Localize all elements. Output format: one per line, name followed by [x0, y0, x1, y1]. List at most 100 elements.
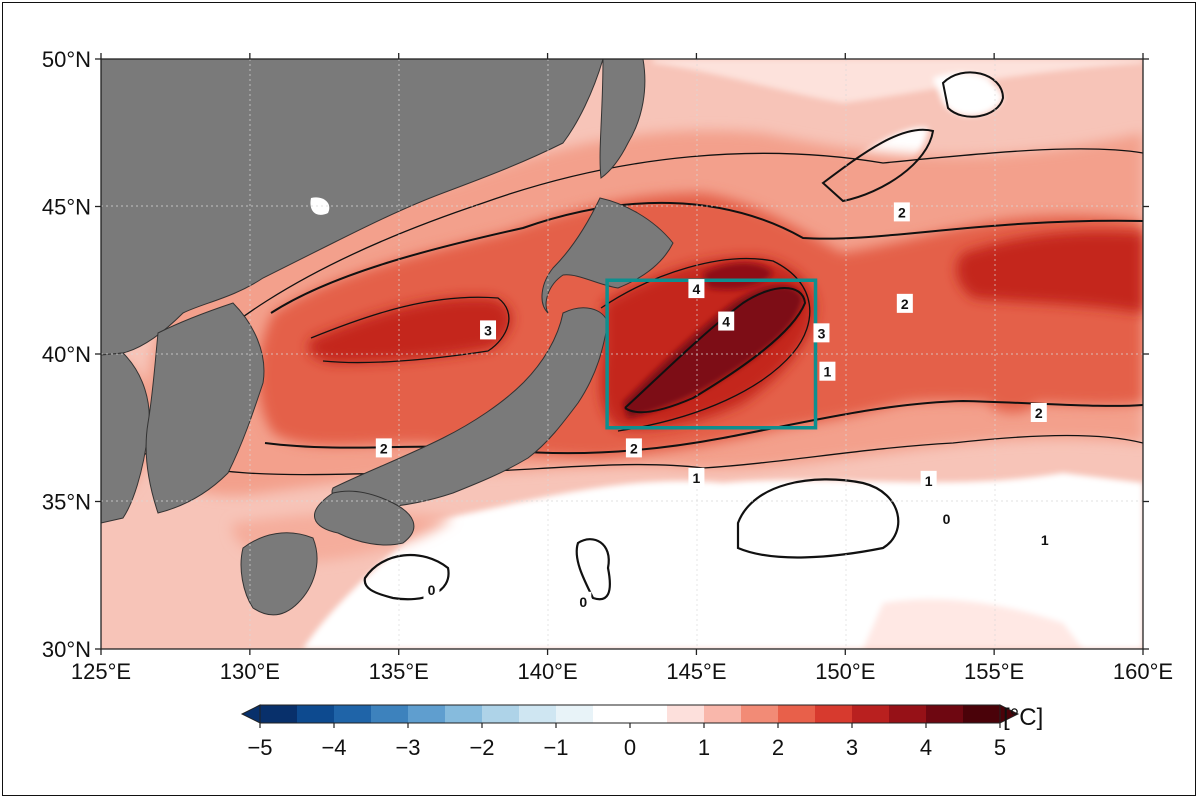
band-3-4-east — [956, 231, 1143, 313]
colorbar-labels: −5 −4 −3 −2 −1 0 1 2 3 4 5 — [247, 735, 1006, 760]
lat-label: 40°N — [42, 342, 91, 367]
analysis-region-box — [605, 278, 818, 430]
hokkaido-island — [541, 197, 674, 314]
colorbar-tick-label: 1 — [698, 735, 710, 760]
contour-label-bg — [938, 509, 955, 529]
contour-label-bg — [575, 591, 592, 611]
contour-label-text: 2 — [630, 440, 638, 456]
contour-label-text: 4 — [693, 281, 701, 297]
contour-label: 3 — [813, 323, 830, 343]
land-masses — [101, 59, 674, 616]
contour-1-north — [137, 148, 1143, 444]
colorbar-segment — [778, 705, 816, 723]
contour-label: 3 — [480, 320, 497, 340]
contour-label-bg — [1030, 403, 1047, 422]
contour-0-east — [736, 478, 900, 559]
graticule — [101, 59, 1143, 649]
contour-label-bg — [480, 320, 497, 340]
lon-label: 160°E — [1113, 659, 1173, 684]
zero-patch-southeast — [863, 599, 1083, 649]
contour-label-bg — [688, 467, 705, 487]
contour-label-text: 4 — [722, 314, 730, 330]
contour-label-text: 2 — [901, 296, 909, 312]
contour-label: 1 — [920, 470, 937, 490]
lon-label: 130°E — [220, 659, 280, 684]
colorbar-segment — [852, 705, 890, 723]
colorbar-tick-label: 2 — [772, 735, 784, 760]
colorbar-segment — [889, 705, 927, 723]
colorbar-segment — [408, 705, 446, 723]
contour-label: 4 — [688, 279, 705, 299]
shikoku-island — [314, 490, 415, 546]
colorbar-segment — [556, 705, 594, 723]
lon-label: 125°E — [71, 659, 131, 684]
longitude-labels: 125°E 130°E 135°E 140°E 145°E 150°E 155°E 160°E — [71, 659, 1173, 684]
zero-patch-northeast — [933, 73, 1003, 116]
lat-label: 30°N — [42, 637, 91, 662]
anomaly-band-4-5 — [623, 262, 803, 418]
contour-0-northeast — [941, 71, 1005, 118]
contour-label-text: 2 — [898, 204, 906, 220]
contour-label-text: 1 — [824, 364, 832, 380]
colorbar-tick-label: −5 — [247, 735, 272, 760]
colorbar-tick-label: −1 — [543, 735, 568, 760]
colorbar-segment — [445, 705, 483, 723]
contour-label: 2 — [1030, 403, 1047, 422]
colorbar-segment — [593, 705, 631, 723]
colorbar-segment — [926, 705, 964, 723]
contour-label-bg — [896, 293, 913, 313]
contour-label-text: 1 — [693, 470, 701, 486]
north-light-region — [653, 59, 1143, 103]
colorbar-segment — [371, 705, 409, 723]
colorbar-segment — [519, 705, 557, 723]
contour-0-kurils — [821, 128, 935, 203]
colorbar-unit-label: [°C] — [1003, 704, 1043, 731]
contour-label-text: 2 — [1035, 405, 1043, 421]
colorbar-segment — [630, 705, 668, 723]
colorbar-segment — [334, 705, 372, 723]
contour-label-bg — [718, 311, 735, 331]
kyushu-island — [240, 532, 318, 616]
colorbar-segment — [704, 705, 742, 723]
lon-label: 150°E — [815, 659, 875, 684]
lat-label: 50°N — [42, 47, 91, 72]
colorbar-tick-label: 0 — [624, 735, 636, 760]
colorbar-segment — [815, 705, 853, 723]
contour-label-text: 3 — [484, 322, 492, 338]
colorbar: −5 −4 −3 −2 −1 0 1 2 3 4 5 [°C] — [240, 704, 1043, 760]
colorbar-segment — [260, 705, 298, 723]
contour-label-text: 0 — [428, 582, 436, 598]
contour-label-bg — [893, 202, 910, 222]
contour-label-bg — [813, 323, 830, 343]
contour-label-text: 1 — [925, 473, 933, 489]
contour-label: 2 — [375, 438, 392, 458]
contour-3-box — [600, 257, 811, 432]
contour-label-bg — [423, 580, 440, 599]
contour-label-text: 0 — [943, 511, 951, 527]
lake-patch — [310, 197, 330, 215]
axis-ticks — [95, 53, 1149, 655]
colorbar-ticks — [259, 723, 1001, 728]
contour-4-core — [624, 287, 807, 414]
colorbar-segments — [260, 705, 1001, 723]
korean-peninsula — [145, 302, 265, 514]
contour-label-text: 3 — [818, 325, 826, 341]
sakhalin-island — [599, 59, 646, 179]
contour-1-south — [142, 434, 1143, 476]
colorbar-segment — [667, 705, 705, 723]
lon-label: 140°E — [517, 659, 577, 684]
contour-label: 0 — [423, 580, 440, 599]
asian-mainland — [101, 59, 604, 356]
lat-label: 45°N — [42, 195, 91, 220]
colorbar-segment — [963, 705, 1001, 723]
colorbar-tick-label: 3 — [846, 735, 858, 760]
contour-label: 2 — [893, 202, 910, 222]
colorbar-tick-label: −2 — [469, 735, 494, 760]
contour-label-bg — [920, 470, 937, 490]
contour-label: 1 — [819, 361, 836, 381]
contour-label: 0 — [575, 591, 592, 611]
contour-label: 1 — [688, 467, 705, 487]
map-area: 4 4 3 3 2 2 2 2 2 1 1 1 1 0 0 0 — [101, 59, 1143, 649]
colorbar-segment — [482, 705, 520, 723]
